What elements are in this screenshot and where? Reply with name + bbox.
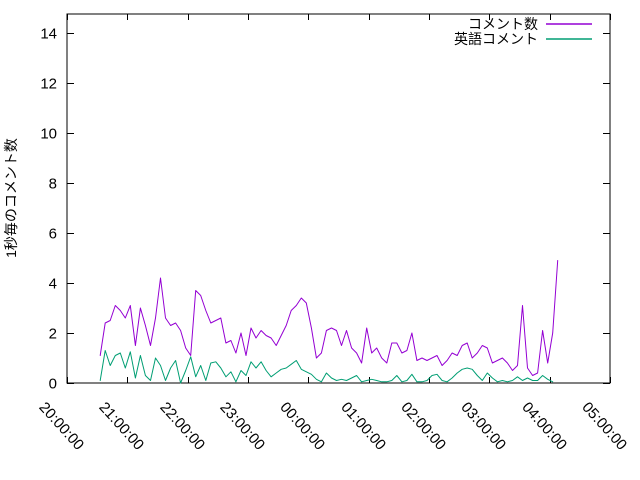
legend-label-comments: コメント数 [468,16,538,32]
y-tick-label: 4 [49,276,57,293]
y-tick-label: 8 [49,176,57,193]
y-tick-label: 2 [49,326,57,343]
x-axis-tick-labels: 20:00:00 21:00:00 22:00:00 23:00:00 00:00:00… [35,399,630,454]
y-tick-label: 10 [40,126,57,143]
y-tick-label: 12 [40,76,57,93]
x-tick-label: 00:00:00 [276,399,328,454]
x-tick-label: 04:00:00 [518,399,570,454]
legend-label-english-comments: 英語コメント [454,31,538,47]
x-tick-label: 05:00:00 [578,399,630,454]
x-tick-label: 23:00:00 [216,399,268,454]
x-tick-label: 02:00:00 [397,399,449,454]
series-line-english-comments [99,350,554,384]
x-tick-label: 22:00:00 [156,399,208,454]
x-tick-label: 20:00:00 [35,399,87,454]
x-axis-ticks [67,14,611,383]
y-tick-label: 0 [49,376,57,393]
x-tick-label: 01:00:00 [337,399,389,454]
y-axis-ticks [67,33,610,384]
x-tick-label: 03:00:00 [457,399,509,454]
series-line-comments [99,260,559,376]
y-tick-label: 14 [40,26,57,43]
y-tick-label: 6 [49,226,57,243]
y-axis-title: 1秒毎のコメント数 [3,138,19,258]
plot-area-border [66,13,611,384]
legend: コメント数 英語コメント [454,16,592,47]
y-axis-tick-labels: 0 2 4 6 8 10 12 14 [40,26,57,393]
x-tick-label: 21:00:00 [95,399,147,454]
